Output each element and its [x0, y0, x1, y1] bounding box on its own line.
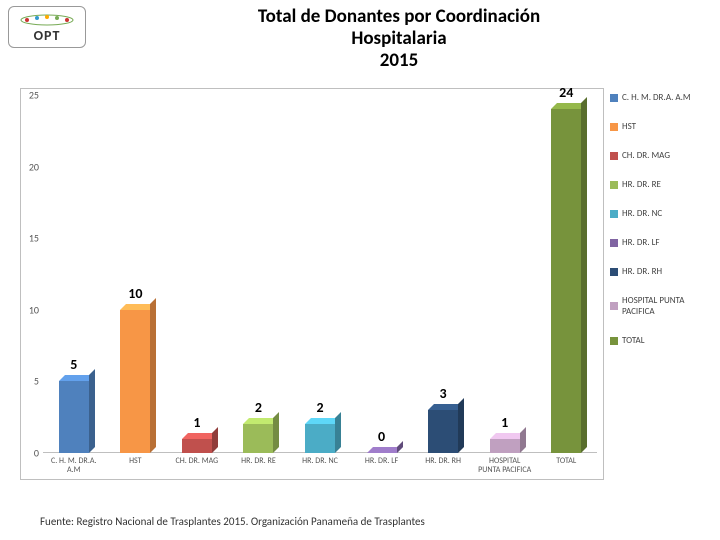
x-label: C. H. M. DR.A. A.M [47, 453, 101, 475]
logo-text: OPT [34, 27, 61, 44]
chart-title-line3: 2015 [86, 50, 712, 72]
bar [120, 310, 150, 453]
legend-label: HR. DR. LF [622, 237, 660, 248]
legend-item: HOSPITAL PUNTA PACIFICA [610, 295, 714, 317]
legend-swatch [610, 268, 618, 276]
value-label: 2 [255, 399, 262, 416]
legend-item: TOTAL [610, 335, 714, 346]
y-tick: 0 [21, 447, 39, 460]
value-label: 1 [501, 414, 508, 431]
bar-column: 1CH. DR. MAG [182, 95, 212, 453]
legend-swatch [610, 337, 618, 345]
legend-item: HR. DR. LF [610, 237, 714, 248]
value-label: 10 [128, 285, 142, 302]
bar-column: 24TOTAL [551, 95, 581, 453]
legend-item: HR. DR. NC [610, 208, 714, 219]
legend-swatch [610, 302, 618, 310]
value-label: 0 [378, 428, 385, 445]
y-tick: 10 [21, 303, 39, 316]
bar [551, 109, 581, 453]
y-tick: 5 [21, 375, 39, 388]
legend-swatch [610, 152, 618, 160]
logo-badge: OPT [8, 6, 86, 48]
bar-column: 1HOSPITAL PUNTA PACIFICA [490, 95, 520, 453]
y-tick: 25 [21, 89, 39, 102]
y-tick: 15 [21, 232, 39, 245]
x-label: HR. DR. NC [293, 453, 347, 466]
x-label: HR. DR. RE [231, 453, 285, 466]
x-label: TOTAL [539, 453, 593, 466]
header: OPT Total de Donantes por Coordinación H… [0, 0, 720, 72]
logo-icon [17, 13, 77, 27]
legend-swatch [610, 123, 618, 131]
x-label: HOSPITAL PUNTA PACIFICA [478, 453, 532, 475]
legend-swatch [610, 210, 618, 218]
chart-area: 05101520255C. H. M. DR.A. A.M10HST1CH. D… [20, 88, 604, 480]
legend-label: HST [622, 121, 636, 132]
bar-column: 10HST [120, 95, 150, 453]
legend-swatch [610, 239, 618, 247]
legend-item: CH. DR. MAG [610, 150, 714, 161]
chart-title-block: Total de Donantes por Coordinación Hospi… [86, 6, 712, 72]
bar [428, 410, 458, 453]
bar-column: 0HR. DR. LF [367, 95, 397, 453]
bar-column: 2HR. DR. RE [243, 95, 273, 453]
chart-title-line2: Hospitalaria [86, 28, 712, 50]
legend-label: HOSPITAL PUNTA PACIFICA [622, 295, 714, 317]
bar [182, 439, 212, 453]
value-label: 24 [559, 84, 573, 101]
legend-item: HR. DR. RE [610, 179, 714, 190]
legend-label: C. H. M. DR.A. A.M [622, 92, 691, 103]
bar-column: 5C. H. M. DR.A. A.M [59, 95, 89, 453]
x-label: HR. DR. RH [416, 453, 470, 466]
x-label: HST [108, 453, 162, 466]
legend-item: HST [610, 121, 714, 132]
bar [490, 439, 520, 453]
legend-item: HR. DR. RH [610, 266, 714, 277]
legend: C. H. M. DR.A. A.M HST CH. DR. MAG HR. DR. … [610, 92, 714, 364]
bar [59, 381, 89, 453]
legend-label: HR. DR. RH [622, 266, 662, 277]
plot-area: 05101520255C. H. M. DR.A. A.M10HST1CH. D… [43, 95, 597, 453]
value-label: 2 [316, 399, 323, 416]
y-tick: 20 [21, 160, 39, 173]
legend-label: TOTAL [622, 335, 645, 346]
x-label: HR. DR. LF [355, 453, 409, 466]
legend-swatch [610, 181, 618, 189]
value-label: 5 [70, 356, 77, 373]
legend-label: HR. DR. NC [622, 208, 662, 219]
bar [243, 424, 273, 453]
source-text: Fuente: Registro Nacional de Trasplantes… [40, 515, 425, 528]
legend-label: CH. DR. MAG [622, 150, 670, 161]
legend-item: C. H. M. DR.A. A.M [610, 92, 714, 103]
value-label: 3 [440, 385, 447, 402]
legend-swatch [610, 94, 618, 102]
x-label: CH. DR. MAG [170, 453, 224, 466]
value-label: 1 [193, 414, 200, 431]
bar-column: 3HR. DR. RH [428, 95, 458, 453]
legend-label: HR. DR. RE [622, 179, 661, 190]
chart-title-line1: Total de Donantes por Coordinación [86, 6, 712, 28]
bar [305, 424, 335, 453]
bar-column: 2HR. DR. NC [305, 95, 335, 453]
